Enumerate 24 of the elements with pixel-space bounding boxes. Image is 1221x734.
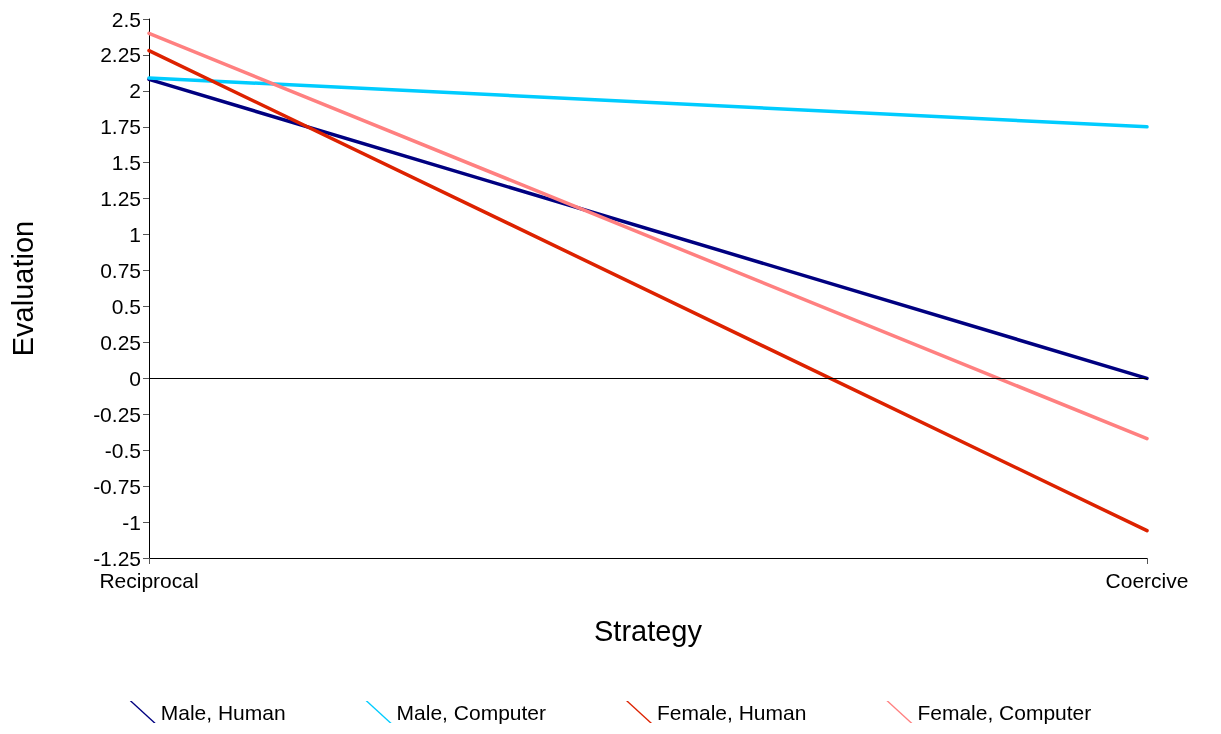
y-tick-label: 1.75 (100, 115, 141, 139)
y-tick-label: 0.75 (100, 259, 141, 283)
y-tick-label: -0.5 (104, 438, 141, 462)
y-axis-title: Evaluation (6, 220, 39, 357)
x-axis-title: Strategy (594, 614, 703, 647)
y-tick-label: -1.25 (93, 546, 141, 570)
legend-label: Male, Human (160, 700, 286, 724)
x-tick-label: Coercive (1105, 569, 1189, 592)
y-tick-label: 0 (129, 366, 141, 390)
y-tick-label: -0.25 (93, 402, 141, 426)
y-tick-label: 0.5 (111, 294, 141, 318)
y-tick-label: 2 (129, 79, 141, 103)
y-tick-label: 1 (129, 223, 141, 247)
y-tick-label: 2.5 (111, 7, 141, 31)
y-tick-label: 2.25 (100, 43, 141, 67)
y-tick-label: 1.5 (111, 151, 141, 175)
legend-label: Female, Human (656, 700, 807, 724)
y-tick-label: -1 (122, 510, 141, 534)
legend-label: Male, Computer (396, 700, 546, 724)
x-tick-label: Reciprocal (99, 569, 199, 592)
y-tick-label: 1.25 (100, 187, 141, 211)
legend-label: Female, Computer (917, 700, 1092, 724)
y-tick-label: 0.25 (100, 330, 141, 354)
y-tick-label: -0.75 (93, 474, 141, 498)
